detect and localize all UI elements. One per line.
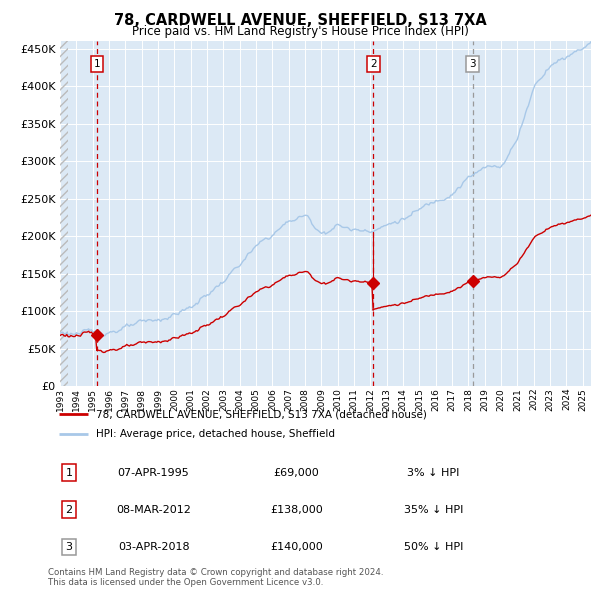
- Bar: [60, 41, 68, 386]
- Text: 03-APR-2018: 03-APR-2018: [118, 542, 190, 552]
- Text: 3% ↓ HPI: 3% ↓ HPI: [407, 468, 460, 477]
- Text: HPI: Average price, detached house, Sheffield: HPI: Average price, detached house, Shef…: [95, 429, 335, 439]
- Text: 1: 1: [65, 468, 73, 477]
- Text: £138,000: £138,000: [270, 505, 323, 514]
- Text: 08-MAR-2012: 08-MAR-2012: [116, 505, 191, 514]
- Text: 50% ↓ HPI: 50% ↓ HPI: [404, 542, 463, 552]
- Text: Contains HM Land Registry data © Crown copyright and database right 2024.
This d: Contains HM Land Registry data © Crown c…: [48, 568, 383, 587]
- Text: £69,000: £69,000: [273, 468, 319, 477]
- Text: 2: 2: [370, 59, 377, 69]
- Text: 07-APR-1995: 07-APR-1995: [118, 468, 190, 477]
- Text: Price paid vs. HM Land Registry's House Price Index (HPI): Price paid vs. HM Land Registry's House …: [131, 25, 469, 38]
- Text: 3: 3: [65, 542, 73, 552]
- Text: 78, CARDWELL AVENUE, SHEFFIELD, S13 7XA (detached house): 78, CARDWELL AVENUE, SHEFFIELD, S13 7XA …: [95, 409, 427, 419]
- Text: 35% ↓ HPI: 35% ↓ HPI: [404, 505, 463, 514]
- Text: £140,000: £140,000: [270, 542, 323, 552]
- Text: 1: 1: [94, 59, 100, 69]
- Text: 78, CARDWELL AVENUE, SHEFFIELD, S13 7XA: 78, CARDWELL AVENUE, SHEFFIELD, S13 7XA: [113, 13, 487, 28]
- Text: 3: 3: [469, 59, 476, 69]
- Text: 2: 2: [65, 505, 73, 514]
